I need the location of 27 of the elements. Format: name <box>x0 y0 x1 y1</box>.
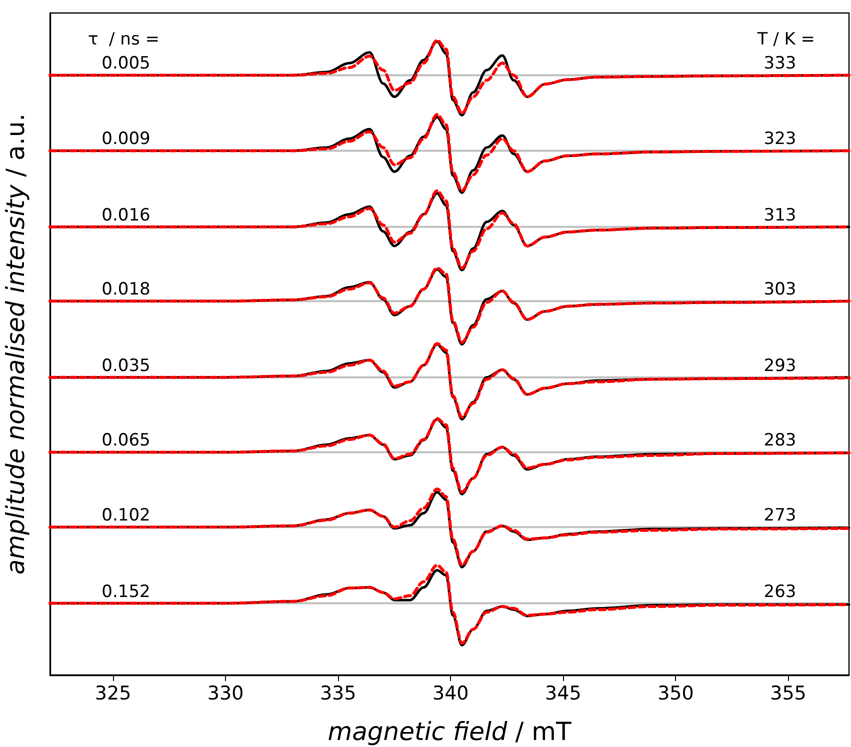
annotation: 293 <box>764 356 796 376</box>
x-tick-label: 340 <box>432 682 469 704</box>
annotation: 323 <box>764 129 796 150</box>
annotation: 0.016 <box>102 205 150 226</box>
annotation: 333 <box>764 54 796 74</box>
annotation: 0.102 <box>102 506 150 526</box>
x-axis-title: magnetic field / mT <box>328 717 572 746</box>
y-axis-title: amplitude normalised intensity / a.u. <box>1 113 30 575</box>
annotation: 0.018 <box>102 280 150 300</box>
annotation: 0.009 <box>102 129 150 150</box>
annotation: T / K = <box>756 30 815 50</box>
annotation: 273 <box>764 506 796 526</box>
x-tick-label: 345 <box>545 682 582 704</box>
annotation: 303 <box>764 280 796 300</box>
annotation: 0.005 <box>102 54 150 74</box>
annotation: τ / ns = <box>88 30 160 50</box>
annotation: 0.035 <box>102 356 150 376</box>
x-tick-label: 325 <box>94 682 132 704</box>
annotation: 0.152 <box>102 582 150 602</box>
annotation: 263 <box>764 582 796 602</box>
x-tick-label: 355 <box>770 682 806 704</box>
x-tick-label: 330 <box>207 682 244 704</box>
annotation: 283 <box>764 430 796 451</box>
annotation: 313 <box>764 205 796 226</box>
x-tick-label: 350 <box>658 682 694 704</box>
annotation: 0.065 <box>102 430 150 451</box>
x-tick-label: 335 <box>320 682 356 704</box>
